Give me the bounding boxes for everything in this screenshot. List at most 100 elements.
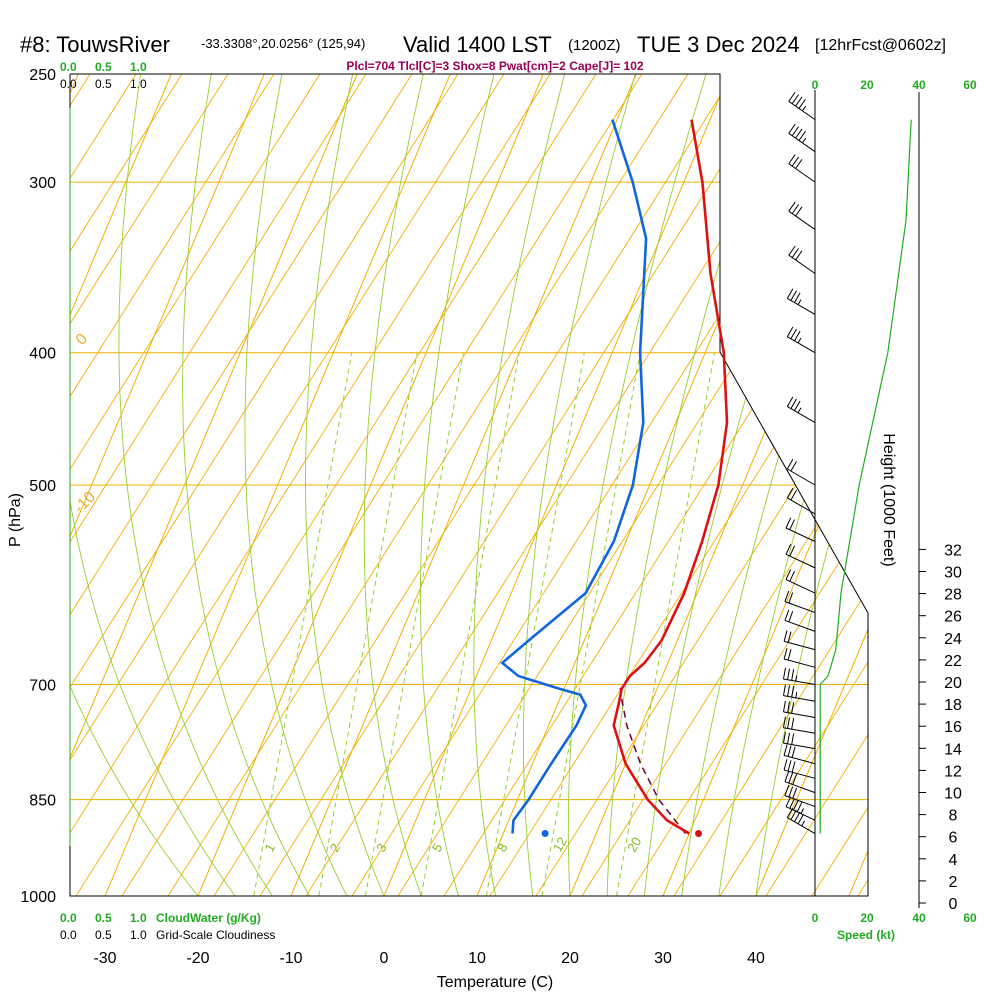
moist-adiabat [182, 74, 310, 896]
speed-tick-bottom: 40 [912, 911, 926, 925]
wind-barb-flag [791, 761, 796, 773]
wind-barb-staff [784, 601, 816, 614]
temperature-line [612, 119, 729, 835]
wind-barb-staff [785, 579, 816, 594]
isotherm-line [70, 74, 358, 896]
wind-barb-staff [787, 297, 816, 315]
wind-barb-flag [791, 746, 796, 758]
wind-barb-staff [783, 769, 816, 779]
mixing-ratio-line [420, 352, 520, 896]
wind-barb-flag [790, 490, 797, 501]
isotherm-line [70, 74, 265, 896]
height-tick-label: 18 [944, 697, 962, 714]
wind-barb-flag [784, 609, 790, 621]
wind-speed-line [819, 119, 912, 834]
wind-barb-flag [791, 702, 795, 714]
moist-adiabat [70, 74, 236, 896]
wind-barb-flag [802, 137, 807, 144]
pressure-tick-label: 850 [29, 793, 56, 810]
dry-adiabat [213, 74, 735, 896]
moist-adiabat [118, 74, 273, 896]
wind-barb-staff [784, 795, 816, 808]
cloudwater-tick-bottom: 0.0 [60, 911, 77, 925]
wind-barb-flag [782, 684, 786, 696]
wind-barb-staff [783, 658, 816, 668]
x-tick-label: -10 [279, 950, 302, 967]
wind-barb-staff [784, 619, 816, 632]
wind-barb-staff [783, 711, 816, 718]
wind-barb-flag [783, 648, 788, 660]
wind-barb-flag [783, 759, 788, 771]
wind-barb-flag [787, 760, 792, 772]
wind-barb-flag [788, 592, 794, 604]
wind-barb-flag [787, 668, 791, 680]
wind-barb-staff [785, 553, 816, 569]
mixing-ratio-line [485, 352, 585, 896]
wind-barb-flag [794, 330, 801, 342]
wind-barb-flag [782, 700, 786, 712]
wind-barb-flag [788, 123, 796, 134]
wind-barb-flag [790, 461, 797, 472]
wind-barb-flag [791, 733, 795, 745]
height-tick-label: 2 [949, 874, 958, 891]
moist-adiabat [606, 74, 778, 896]
valid-date: TUE 3 Dec 2024 [637, 32, 800, 57]
pressure-tick-label: 300 [29, 175, 56, 192]
dry-adiabat [70, 74, 183, 896]
station-coords: -33.3308°,20.0256° (125,94) [201, 36, 365, 51]
x-tick-label: 30 [654, 950, 672, 967]
plot-border [69, 73, 869, 897]
pressure-tick-label: 500 [29, 478, 56, 495]
wind-barb-flag [789, 519, 795, 530]
wind-barb-flag [782, 732, 786, 744]
wind-barb-staff [787, 406, 816, 423]
plot-frame [69, 73, 920, 908]
dry-adiabat [70, 74, 367, 896]
mixing-ratio-line [318, 352, 418, 896]
speed-tick-top: 60 [963, 78, 977, 92]
dry-adiabat [121, 74, 643, 896]
speed-tick-top: 20 [860, 78, 874, 92]
wind-barb-staff [783, 742, 816, 750]
height-tick-label: 26 [944, 609, 962, 626]
wind-barb-flag [794, 292, 801, 303]
wind-barb-flag [786, 487, 794, 499]
wind-barb-flag [787, 631, 792, 643]
dry-adiabat [765, 74, 868, 896]
cloudiness-tick-top: 0.5 [95, 77, 112, 91]
pressure-tick-label: 1000 [20, 889, 56, 906]
wind-barb-flag [787, 732, 791, 744]
moist-adiabat [567, 74, 707, 896]
mixing-ratio-label: 20 [624, 834, 644, 854]
wind-barb-flag [792, 787, 798, 799]
moist-adiabat [755, 74, 868, 896]
pressure-tick-label: 400 [29, 346, 56, 363]
wind-barb-flag [788, 611, 794, 623]
isotherm-label: 30 [841, 538, 866, 563]
moist-adiabat [244, 74, 348, 896]
height-tick-label: 32 [944, 542, 962, 559]
dry-adiabat [489, 74, 868, 896]
dry-adiabat [627, 74, 868, 896]
wind-barb-flag [786, 288, 794, 299]
wind-barb-staff [785, 527, 816, 542]
wind-barb-flag [786, 459, 794, 470]
isotherm-line [70, 74, 172, 896]
isotherm-line [848, 74, 868, 896]
mixing-ratio-line [541, 352, 641, 896]
mixing-ratio-label: 2 [327, 841, 344, 855]
wind-barb-flag [797, 299, 802, 305]
isotherm-label: 0 [73, 330, 91, 348]
wind-barb-flag [795, 96, 803, 107]
wind-barb-flag [789, 570, 795, 582]
dry-adiabat [70, 74, 459, 896]
cloudiness-tick-bottom: 1.0 [130, 928, 147, 942]
dry-adiabat [75, 74, 597, 896]
wind-barb-flag [791, 718, 795, 730]
dry-adiabat [70, 74, 229, 896]
wind-barbs [782, 91, 816, 834]
cloudiness-tick-top: 1.0 [130, 77, 147, 91]
wind-barb-flag [795, 159, 803, 169]
wind-barb-staff [788, 210, 816, 230]
profiles-layer [500, 119, 912, 838]
